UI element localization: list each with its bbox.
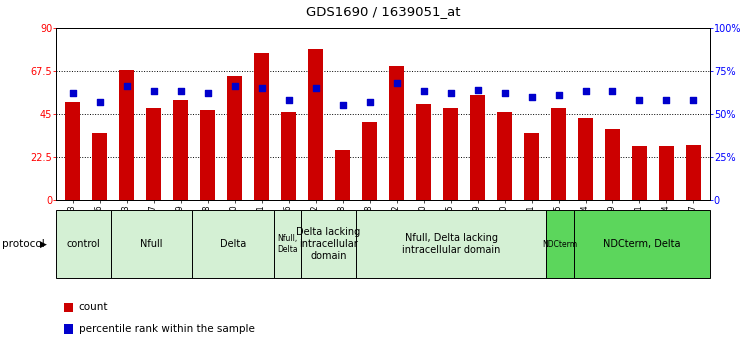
Bar: [111, 210, 192, 278]
Point: [201, 90, 213, 96]
Bar: [443, 108, 458, 200]
Bar: [416, 104, 431, 200]
Bar: [605, 129, 620, 200]
Point: [660, 97, 672, 103]
Point: [174, 89, 186, 94]
Point: [336, 102, 348, 108]
Bar: [301, 210, 356, 278]
Point: [147, 89, 159, 94]
Point: [687, 97, 699, 103]
Point: [553, 92, 565, 98]
Text: NDCterm, Delta: NDCterm, Delta: [603, 239, 680, 249]
Text: Delta lacking
intracellular
domain: Delta lacking intracellular domain: [297, 227, 360, 261]
Bar: [686, 145, 701, 200]
Point: [120, 83, 132, 89]
Bar: [574, 210, 710, 278]
Point: [228, 83, 240, 89]
Text: Nfull, Delta lacking
intracellular domain: Nfull, Delta lacking intracellular domai…: [402, 233, 500, 255]
Bar: [227, 76, 242, 200]
Bar: [551, 108, 566, 200]
Point: [418, 89, 430, 94]
Point: [282, 97, 294, 103]
Bar: [65, 102, 80, 200]
Point: [94, 99, 106, 105]
Bar: [470, 95, 485, 200]
Bar: [356, 210, 547, 278]
Point: [580, 89, 592, 94]
Point: [526, 94, 538, 99]
Text: Delta: Delta: [220, 239, 246, 249]
Text: Nfull,
Delta: Nfull, Delta: [277, 234, 298, 254]
Bar: [308, 49, 323, 200]
Bar: [254, 52, 269, 200]
Bar: [192, 210, 274, 278]
Point: [445, 90, 457, 96]
Bar: [274, 210, 301, 278]
Point: [634, 97, 646, 103]
Bar: [389, 66, 404, 200]
Bar: [92, 133, 107, 200]
Text: NDCterm: NDCterm: [542, 239, 578, 249]
Point: [391, 80, 403, 86]
Text: ▶: ▶: [40, 239, 47, 249]
Bar: [173, 100, 188, 200]
Point: [363, 99, 376, 105]
Bar: [281, 112, 296, 200]
Point: [607, 89, 619, 94]
Point: [472, 87, 484, 92]
Bar: [335, 150, 350, 200]
Text: protocol: protocol: [2, 239, 44, 249]
Bar: [659, 146, 674, 200]
Bar: [547, 210, 574, 278]
Point: [255, 85, 267, 91]
Text: GDS1690 / 1639051_at: GDS1690 / 1639051_at: [306, 5, 460, 18]
Bar: [524, 133, 539, 200]
Bar: [119, 70, 134, 200]
Bar: [56, 210, 111, 278]
Bar: [362, 121, 377, 200]
Point: [499, 90, 511, 96]
Bar: [632, 146, 647, 200]
Point: [67, 90, 79, 96]
Text: Nfull: Nfull: [140, 239, 163, 249]
Text: control: control: [67, 239, 101, 249]
Text: count: count: [79, 303, 108, 312]
Bar: [578, 118, 593, 200]
Text: percentile rank within the sample: percentile rank within the sample: [79, 324, 255, 334]
Bar: [146, 108, 161, 200]
Bar: [497, 112, 512, 200]
Bar: [200, 110, 215, 200]
Point: [309, 85, 321, 91]
